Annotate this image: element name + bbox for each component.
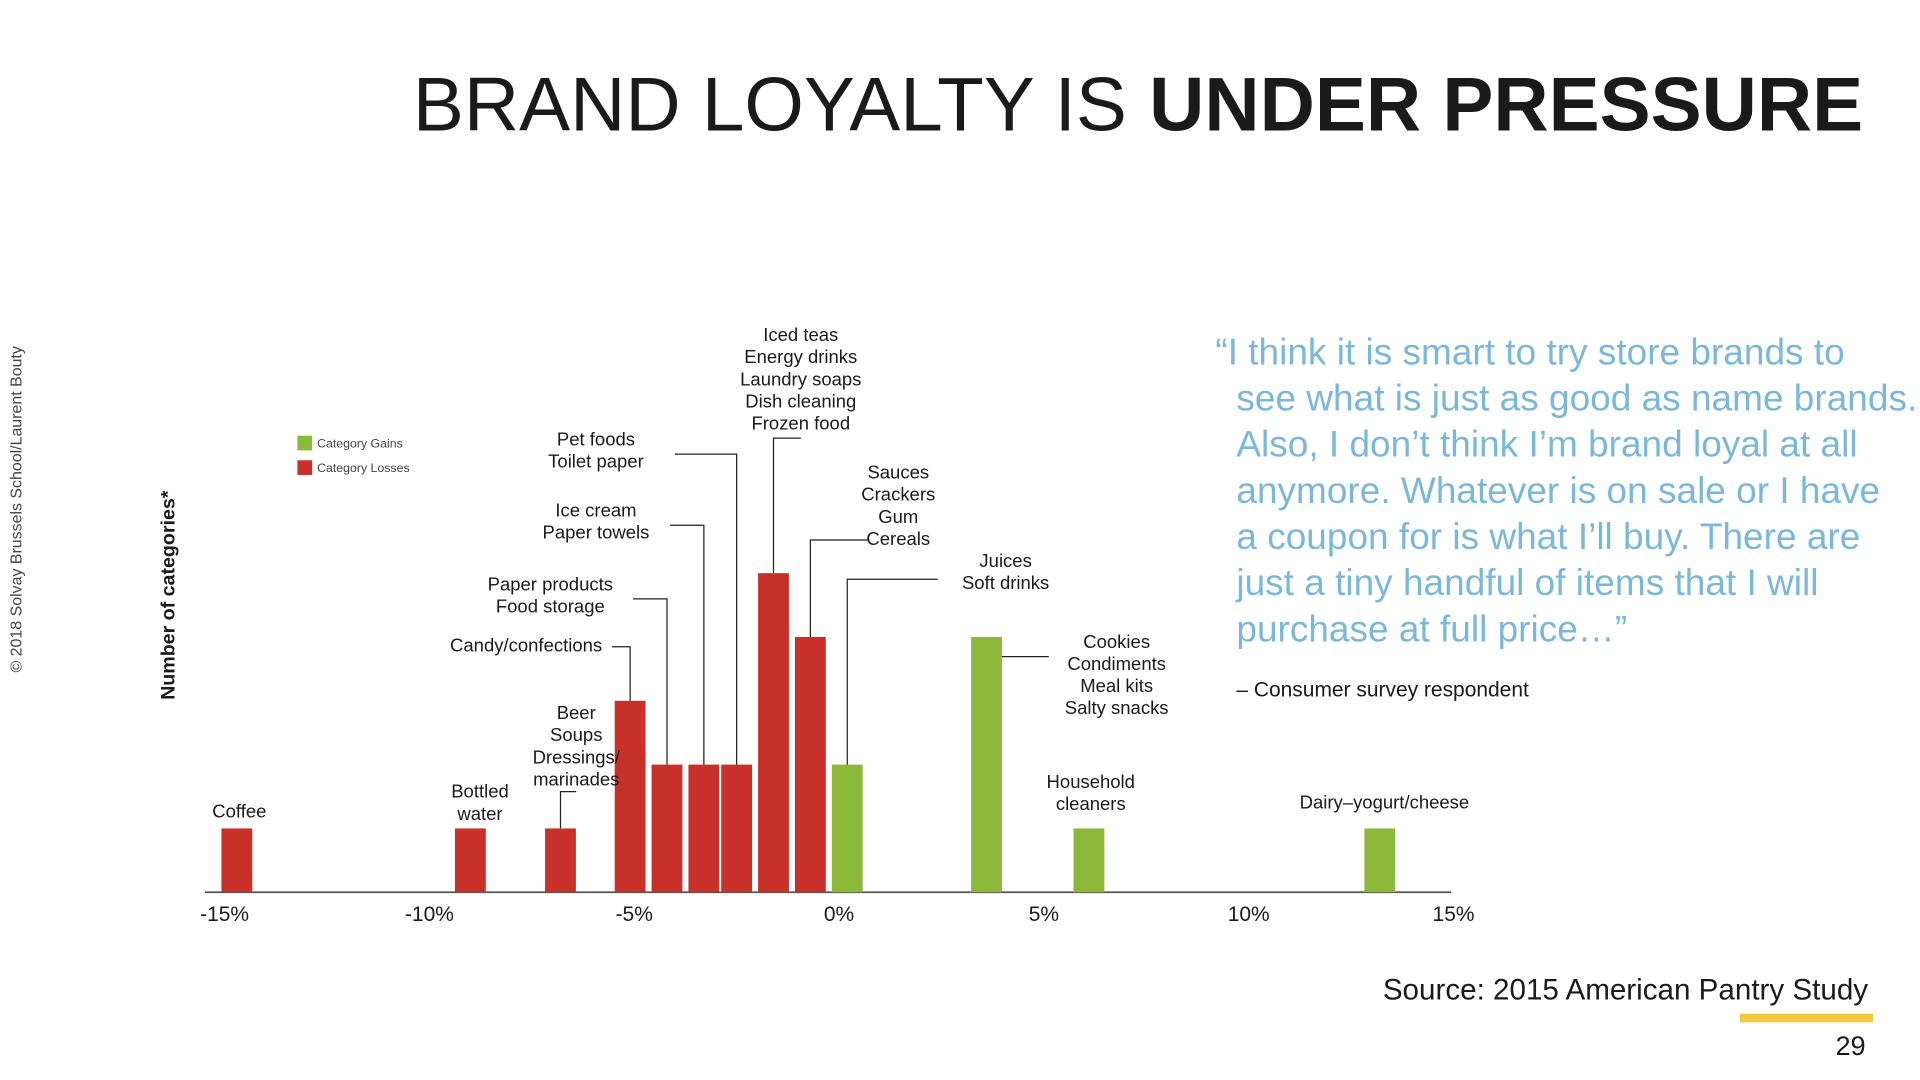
page-number: 29 xyxy=(1835,1030,1865,1061)
annotation: Soups xyxy=(550,724,602,745)
quote-line: see what is just as good as name brands. xyxy=(1236,378,1917,419)
quote-line: Also, I don’t think I’m brand loyal at a… xyxy=(1236,424,1857,465)
annotation: Meal kits xyxy=(1080,675,1153,696)
x-tick-label: 10% xyxy=(1228,903,1270,926)
quote-line: a coupon for is what I’ll buy. There are xyxy=(1236,516,1860,557)
slide-title: BRAND LOYALTY IS UNDER PRESSURE xyxy=(413,63,1863,148)
x-tick-label: -10% xyxy=(405,903,454,926)
bar xyxy=(614,700,646,893)
annotation: marinades xyxy=(533,768,619,789)
x-tick-label: -15% xyxy=(200,903,249,926)
annotation: water xyxy=(456,803,502,824)
quote-attribution: – Consumer survey respondent xyxy=(1236,679,1529,702)
slide-content: BRAND LOYALTY IS UNDER PRESSURE © 2018 So… xyxy=(8,63,1917,1061)
bar xyxy=(454,828,486,893)
legend-swatch xyxy=(297,460,313,475)
annotation: Pet foods xyxy=(557,429,635,450)
legend-swatch xyxy=(297,435,313,451)
legend-label: Category Losses xyxy=(317,461,410,475)
x-tick-label: 15% xyxy=(1433,903,1475,926)
bar xyxy=(1364,828,1396,893)
x-tick-label: 0% xyxy=(824,903,854,926)
annotation: Beer xyxy=(557,702,596,723)
legend-label: Category Gains xyxy=(317,437,403,451)
annotation: Sauces xyxy=(867,462,929,483)
annotation: Dairy–yogurt/cheese xyxy=(1300,792,1470,813)
y-axis-label: Number of categories* xyxy=(157,490,179,700)
annotation: Paper products xyxy=(488,573,613,594)
annotation: Food storage xyxy=(496,595,605,616)
bar xyxy=(794,636,826,893)
leader-line xyxy=(809,539,868,637)
quote-line: “I think it is smart to try store brands… xyxy=(1215,332,1844,373)
annotation: Laundry soaps xyxy=(740,368,861,389)
annotation: Energy drinks xyxy=(744,346,857,367)
title-light: BRAND LOYALTY IS xyxy=(413,63,1127,148)
x-tick-label: -5% xyxy=(616,903,653,926)
quote-line: purchase at full price…” xyxy=(1236,608,1627,649)
annotation: Salty snacks xyxy=(1065,697,1169,718)
leader-line xyxy=(846,578,938,765)
bar xyxy=(721,764,753,893)
annotation: Bottled xyxy=(451,781,509,802)
annotation: Crackers xyxy=(861,484,935,505)
annotation: Coffee xyxy=(212,800,266,821)
annotation: Cereals xyxy=(866,528,930,549)
annotation: Soft drinks xyxy=(962,572,1049,593)
annotation: Dressings/ xyxy=(533,746,621,767)
leader-line xyxy=(559,790,577,829)
source: Source: 2015 American Pantry Study xyxy=(1383,974,1869,1007)
annotation: Candy/confections xyxy=(450,635,602,656)
accent-bar xyxy=(1739,1013,1874,1023)
annotation: Ice cream xyxy=(555,500,636,521)
copyright: © 2018 Solvay Brussels School/Laurent Bo… xyxy=(8,346,25,672)
annotation: Gum xyxy=(878,506,918,527)
leader-line xyxy=(674,453,738,765)
bar xyxy=(1073,828,1105,893)
leader-line xyxy=(632,598,668,765)
annotation: Juices xyxy=(979,550,1031,571)
annotation: Household xyxy=(1047,771,1135,792)
annotation: cleaners xyxy=(1056,793,1126,814)
bar xyxy=(971,636,1002,893)
x-tick-label: 5% xyxy=(1029,903,1059,926)
bar xyxy=(688,764,720,893)
annotation: Toilet paper xyxy=(548,451,644,472)
bar xyxy=(831,764,863,893)
annotation: Dish cleaning xyxy=(745,390,856,411)
bar xyxy=(651,764,683,893)
bar xyxy=(221,828,253,893)
bar xyxy=(545,828,576,893)
annotation: Iced teas xyxy=(763,324,838,345)
leader-line xyxy=(670,524,705,765)
annotation: Paper towels xyxy=(543,522,650,543)
quote-line: just a tiny handful of items that I will xyxy=(1235,562,1818,603)
quote-line: anymore. Whatever is on sale or I have xyxy=(1236,470,1880,511)
annotation: Cookies xyxy=(1083,631,1150,652)
leader-line xyxy=(612,646,631,701)
annotation: Frozen food xyxy=(751,413,850,434)
title-bold: UNDER PRESSURE xyxy=(1149,63,1863,148)
annotation: Condiments xyxy=(1067,653,1166,674)
leader-line xyxy=(772,437,801,574)
bar xyxy=(758,573,789,893)
